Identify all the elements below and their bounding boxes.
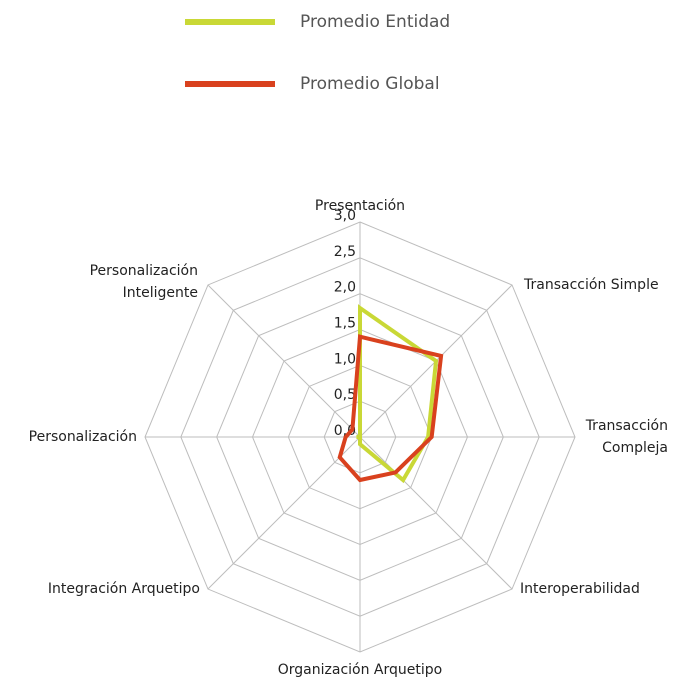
category-label: Organización Arquetipo	[278, 662, 442, 678]
category-label: Interoperabilidad	[520, 581, 640, 597]
spoke	[207, 436, 361, 590]
tick-label: 0,0	[334, 423, 356, 439]
category-label: Presentación	[315, 198, 405, 214]
tick-label: 2,5	[334, 244, 356, 260]
series-line	[356, 304, 439, 484]
tick-label: 1,0	[334, 351, 356, 367]
spoke	[359, 436, 513, 590]
category-label: Integración Arquetipo	[48, 581, 200, 597]
tick-label: 2,0	[334, 280, 356, 296]
spoke	[207, 284, 361, 438]
tick-label: 0,5	[334, 387, 356, 403]
category-label: Personalización Inteligente	[90, 263, 198, 301]
legend-label: Promedio Entidad	[300, 12, 450, 32]
category-label: Personalización	[29, 429, 137, 445]
tick-label: 1,5	[334, 316, 356, 332]
category-label: Transacción Compleja	[585, 418, 668, 456]
tick-label: 3,0	[334, 208, 356, 224]
series-line	[337, 334, 444, 483]
category-label: Transacción Simple	[523, 277, 659, 293]
legend-label: Promedio Global	[300, 74, 440, 94]
